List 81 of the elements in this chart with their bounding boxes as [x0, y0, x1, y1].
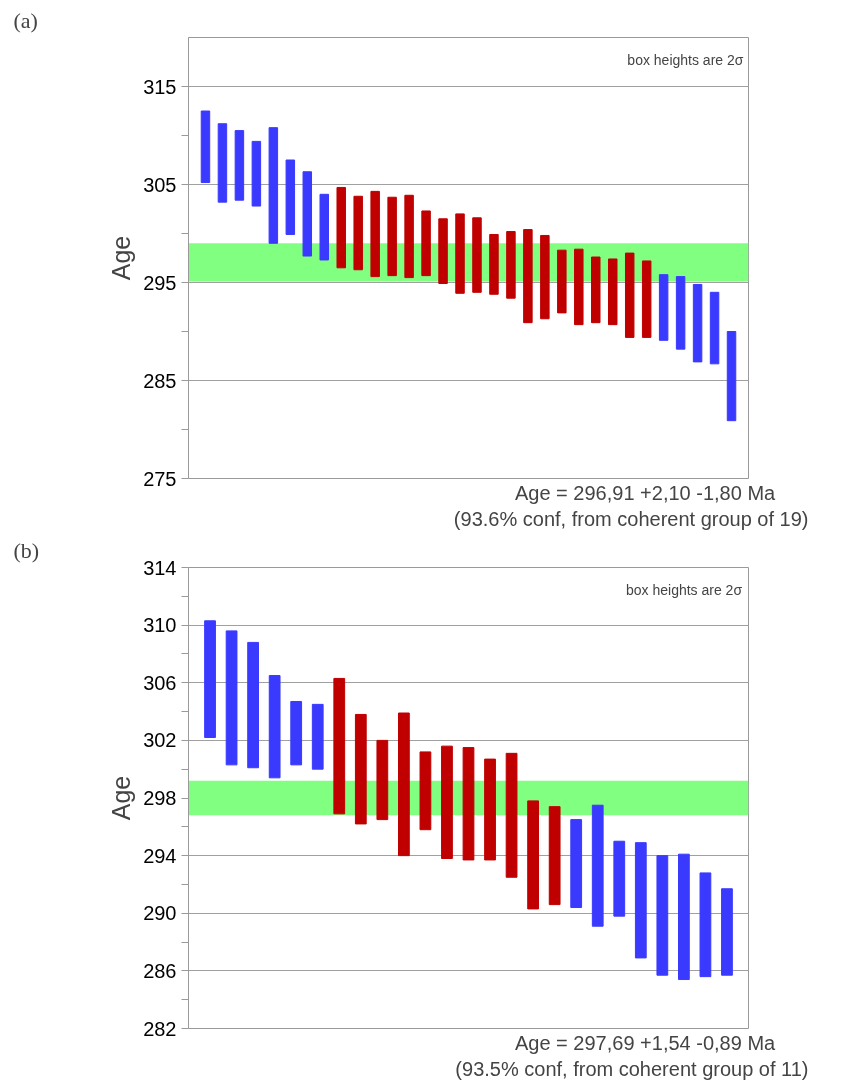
bar — [540, 234, 550, 320]
text: (b) — [13, 537, 40, 563]
bar — [419, 751, 432, 831]
bar — [462, 747, 475, 861]
y-tick-label: 306 — [143, 671, 177, 694]
y-tick-label: 315 — [143, 75, 177, 98]
bar — [523, 229, 533, 324]
bar — [726, 331, 737, 422]
bar — [641, 260, 652, 338]
text: Age = 296,91 +2,10 -1,80 Ma — [514, 481, 777, 504]
y-tick-label: 285 — [143, 369, 177, 392]
bar — [527, 800, 539, 910]
annotation: box heights are 2σ — [625, 581, 743, 598]
bar — [268, 675, 281, 779]
bar — [225, 630, 238, 766]
y-tick-label: 282 — [143, 1017, 177, 1040]
bar — [376, 739, 389, 821]
bar — [290, 700, 303, 766]
text: (93.6% conf, from coherent group of 19) — [453, 507, 809, 530]
annotation: box heights are 2σ — [627, 51, 744, 68]
bar — [441, 745, 453, 860]
bar — [438, 218, 448, 284]
bar — [268, 127, 279, 244]
bar — [721, 888, 733, 976]
bar — [489, 233, 499, 295]
y-tick-label: 275 — [143, 467, 177, 490]
text: Age = 297,69 +1,54 -0,89 Ma — [514, 1031, 777, 1054]
bar — [354, 713, 367, 825]
bar — [200, 110, 211, 184]
bar — [370, 190, 380, 278]
bar — [333, 677, 346, 815]
y-axis-title: Age — [107, 775, 136, 821]
bar — [658, 274, 669, 341]
bar — [319, 193, 329, 261]
bar — [678, 853, 690, 981]
bar — [613, 840, 626, 917]
y-axis-title: Age — [107, 235, 136, 281]
bar — [217, 123, 228, 203]
bar — [591, 804, 604, 927]
bar — [234, 130, 245, 201]
bar — [699, 872, 712, 978]
y-tick-label: 294 — [143, 844, 177, 867]
bar — [204, 620, 216, 738]
bar — [634, 842, 647, 959]
y-tick-label: 286 — [143, 959, 177, 982]
y-tick-label: 310 — [143, 614, 177, 637]
y-tick-label: 302 — [143, 729, 177, 752]
bar — [387, 196, 397, 277]
bar — [472, 217, 482, 293]
bar — [557, 249, 567, 314]
bar — [311, 703, 324, 770]
bar — [398, 712, 410, 857]
text: (a) — [13, 7, 38, 33]
y-tick-label: 290 — [143, 902, 177, 925]
bar — [404, 194, 414, 279]
bar — [692, 283, 703, 363]
bar — [455, 213, 465, 294]
bar — [591, 256, 601, 324]
bar — [251, 140, 262, 207]
bar — [574, 248, 584, 326]
bar — [484, 758, 496, 861]
bar — [505, 752, 518, 878]
bar — [353, 195, 363, 271]
bar — [608, 258, 618, 326]
text: (93.5% conf, from coherent group of 11) — [455, 1057, 809, 1080]
y-tick-label: 298 — [143, 787, 177, 809]
bar — [336, 186, 346, 269]
bar — [656, 855, 669, 976]
y-tick-label: 305 — [143, 173, 177, 196]
bar — [421, 210, 431, 277]
bar — [506, 231, 516, 299]
bar — [709, 291, 720, 365]
bar — [675, 276, 686, 350]
bar — [247, 641, 259, 769]
bar — [285, 159, 296, 235]
bar — [548, 806, 561, 906]
bar — [570, 819, 583, 908]
bar — [624, 252, 635, 338]
bar — [302, 171, 313, 257]
y-tick-label: 314 — [143, 556, 177, 579]
y-tick-label: 295 — [143, 271, 177, 294]
